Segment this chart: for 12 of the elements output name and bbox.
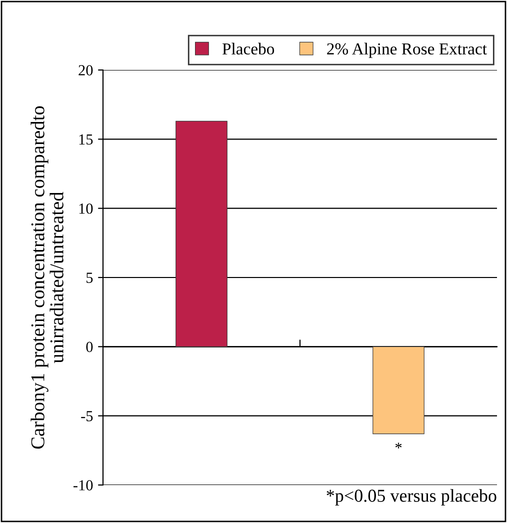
legend-label: Placebo xyxy=(222,42,274,55)
annotation: * xyxy=(395,442,402,448)
text: *p<0.05 versus placebo xyxy=(326,489,496,506)
y-tick-label: 15 xyxy=(79,134,93,145)
y-axis-title: Carbony1 protein concentration comparedto unirradiated/untreated xyxy=(30,106,64,449)
y-tick-label: -5 xyxy=(81,411,93,422)
y-tick-label: 20 xyxy=(78,65,93,76)
y-tick-label: -10 xyxy=(73,480,93,490)
y-tick-label: 10 xyxy=(79,203,93,214)
y-tick-label: 0 xyxy=(86,342,93,352)
legend-label: 2% Alpine Rose Extract xyxy=(327,42,487,58)
y-tick-label: 5 xyxy=(86,272,93,283)
